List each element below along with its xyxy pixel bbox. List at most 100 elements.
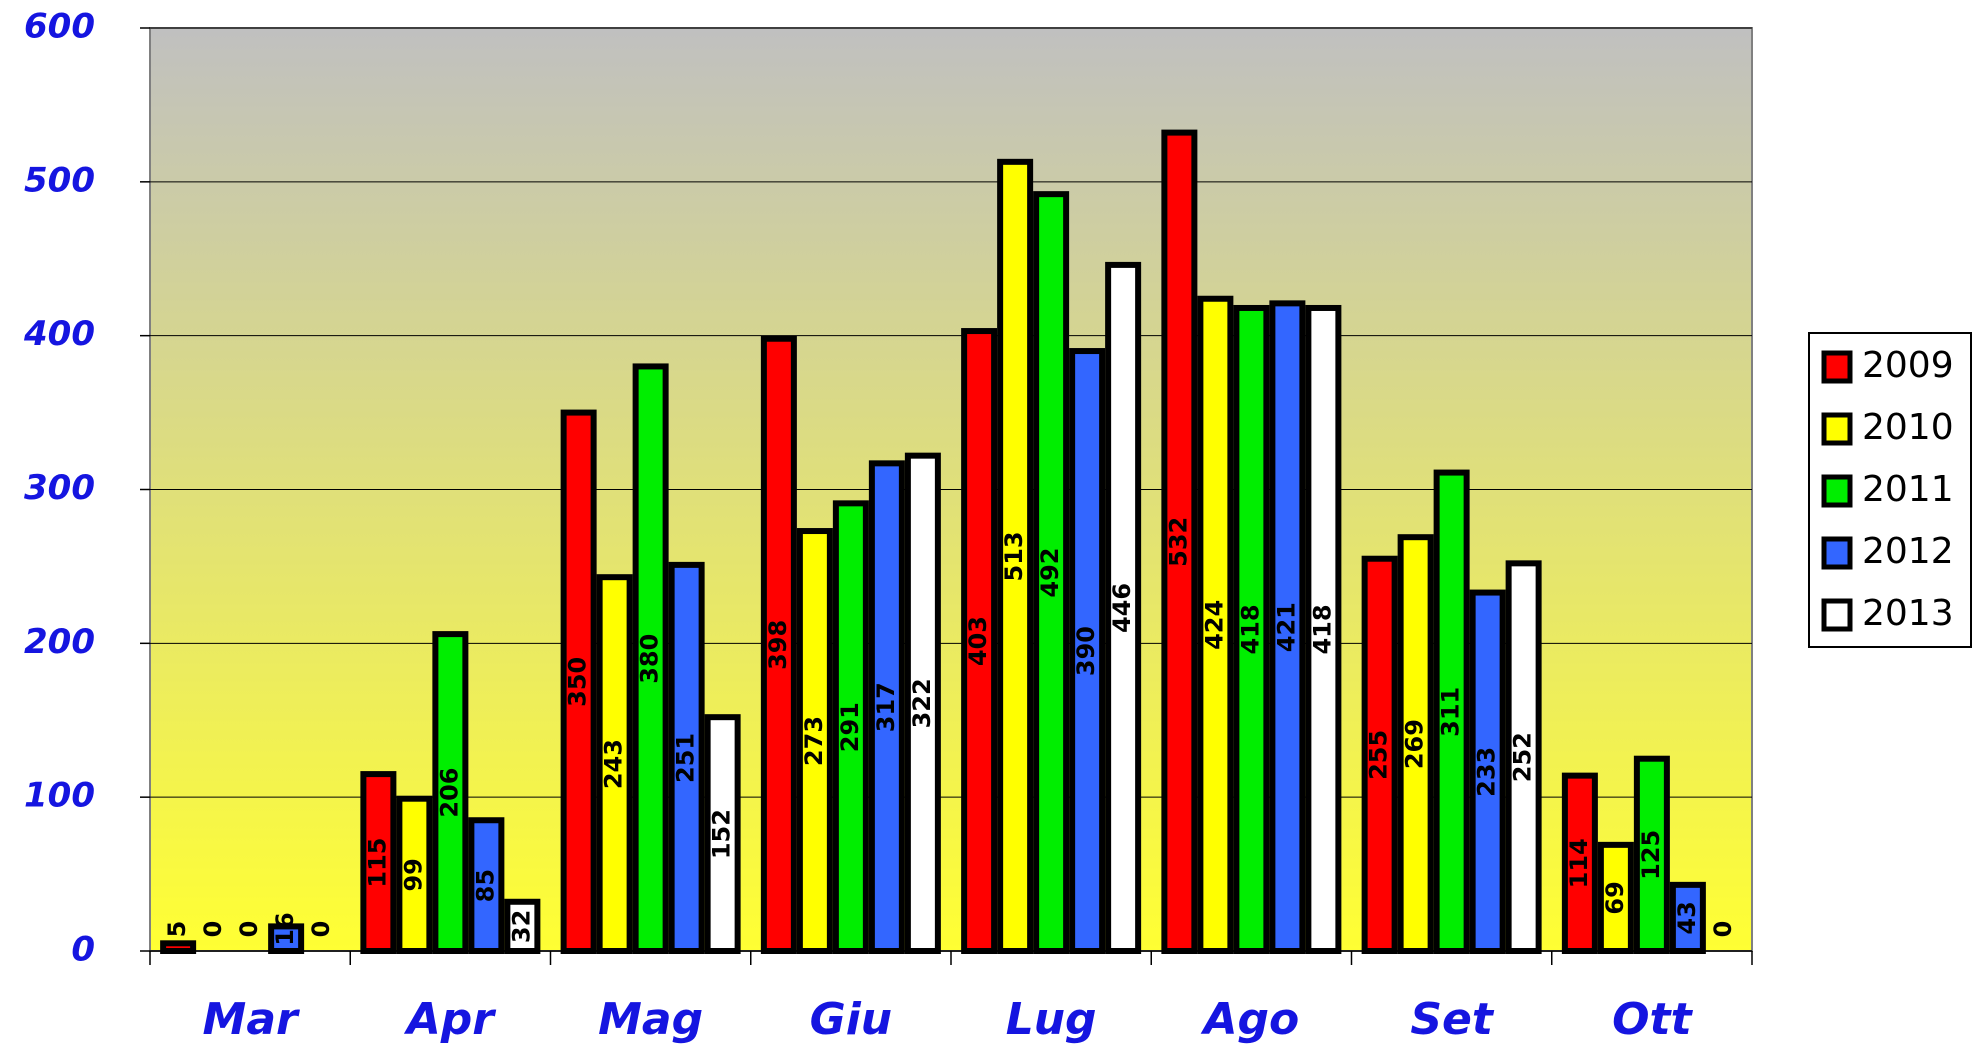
bar [1469,589,1506,955]
bar [268,923,305,954]
bar [1633,755,1670,954]
value-label: 5 [163,921,191,938]
bar [760,335,797,954]
value-label: 418 [1308,604,1336,654]
value-label: 291 [836,702,864,752]
value-label: 311 [1437,687,1465,737]
y-tick-label: 300 [24,468,95,508]
value-label: 152 [708,809,736,859]
bar [432,631,469,954]
value-label: 446 [1108,583,1136,633]
y-tick-label: 500 [24,160,95,200]
bar [468,817,505,954]
bar [1561,772,1598,954]
value-label: 0 [1709,921,1737,938]
x-tick-label: Apr [404,994,497,1045]
value-label: 317 [872,682,900,732]
bar [1033,191,1070,954]
value-label: 418 [1236,604,1264,654]
value-label: 532 [1164,517,1192,567]
legend-swatch [1821,474,1853,508]
bar [668,561,705,955]
bar [560,409,597,955]
value-label: 0 [307,921,335,938]
legend-swatch [1821,598,1853,632]
x-tick-label: Giu [810,994,893,1045]
x-tick-label: Lug [1006,994,1097,1045]
value-label: 114 [1565,838,1593,888]
value-label: 85 [471,869,499,902]
x-tick-label: Ago [1200,994,1299,1045]
bar [832,500,869,954]
value-label: 421 [1272,602,1300,652]
value-label: 0 [199,921,227,938]
bar [1433,469,1470,954]
value-label: 125 [1637,830,1665,880]
y-tick-label: 200 [24,622,95,662]
bar [1669,881,1706,955]
legend-label: 2010 [1862,407,1954,448]
value-label: 233 [1473,747,1501,797]
legend-swatch [1821,412,1853,446]
value-label: 32 [507,910,535,943]
bar [1105,261,1142,954]
x-tick-label: Set [1410,994,1495,1045]
bar [1197,295,1234,955]
value-label: 206 [435,767,463,817]
bar [1397,534,1434,955]
value-label: 398 [764,620,792,670]
value-label: 269 [1401,719,1429,769]
bar [396,795,433,955]
bar [868,460,905,954]
bar [1597,841,1634,954]
y-tick-label: 600 [24,7,95,47]
bar [904,452,941,954]
legend-label: 2011 [1862,469,1954,510]
bar [704,714,741,954]
value-label: 380 [636,634,664,684]
value-label: 350 [564,657,592,707]
bar [504,898,541,954]
value-label: 255 [1365,730,1393,780]
legend-label: 2009 [1862,345,1954,386]
value-label: 273 [800,716,828,766]
x-tick-label: Ott [1612,994,1693,1045]
bar [1233,304,1270,954]
x-tick-label: Mar [203,994,300,1045]
value-label: 390 [1072,626,1100,676]
bar [796,528,833,954]
value-label: 251 [672,733,700,783]
y-tick-label: 100 [24,776,95,816]
x-tick-label: Mag [598,994,703,1045]
value-label: 403 [964,616,992,666]
value-label: 0 [235,921,263,938]
y-tick-label: 0 [71,930,95,970]
value-label: 16 [271,912,299,945]
bar [596,574,633,954]
y-tick-label: 400 [23,314,95,354]
bar [961,328,998,954]
bar [1505,560,1542,955]
bar [632,363,669,954]
value-label: 69 [1601,881,1629,914]
bar [997,158,1034,954]
value-label: 99 [399,858,427,891]
bar [1361,555,1398,954]
bar [1305,304,1342,954]
bar [1069,348,1106,954]
value-label: 43 [1673,901,1701,934]
value-label: 322 [908,678,936,728]
bar [1161,129,1198,954]
legend-label: 2013 [1862,593,1954,634]
value-label: 492 [1036,548,1064,598]
value-label: 243 [600,739,628,789]
legend-swatch [1821,536,1853,570]
value-label: 115 [363,837,391,887]
value-label: 513 [1000,531,1028,581]
value-label: 424 [1200,600,1228,650]
bar [360,771,397,955]
bar [160,940,197,955]
legend-label: 2012 [1862,531,1954,572]
legend-swatch [1821,350,1853,384]
